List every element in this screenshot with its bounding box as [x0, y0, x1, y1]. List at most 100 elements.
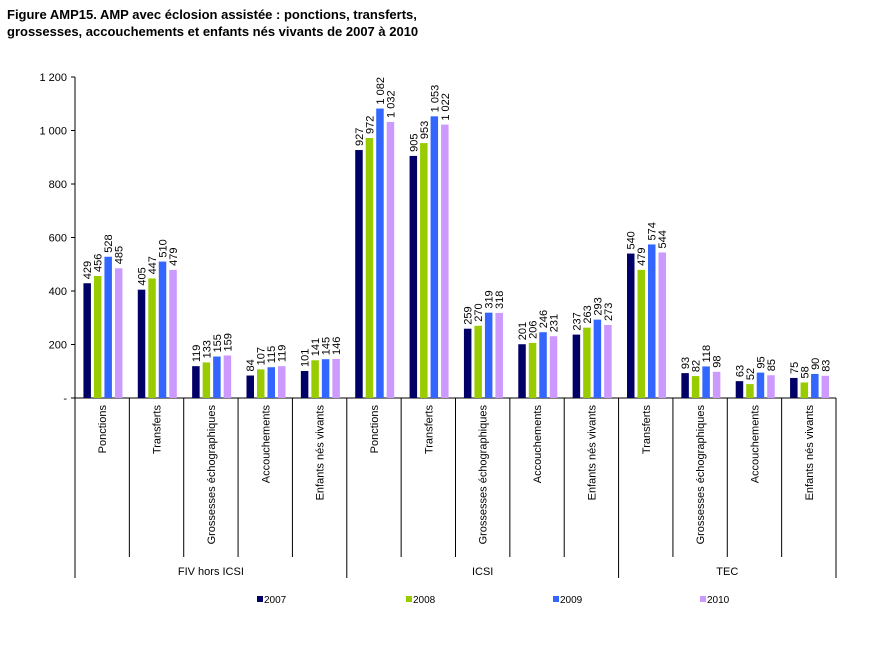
legend-label: 2010	[707, 595, 730, 606]
y-tick-label: 1 200	[39, 72, 67, 84]
bar	[572, 334, 581, 398]
bar	[821, 375, 830, 398]
bar	[267, 367, 275, 398]
bar	[114, 268, 123, 398]
bar-value-label: 1 022	[440, 93, 452, 121]
y-tick-label: 600	[49, 233, 67, 245]
bar	[604, 324, 612, 398]
bar	[746, 384, 754, 398]
bar	[518, 344, 526, 398]
legend-label: 2007	[264, 595, 287, 606]
bar	[811, 373, 819, 398]
bar-value-label: 510	[158, 239, 170, 257]
bar	[104, 256, 112, 398]
bar-value-label: 237	[571, 312, 583, 330]
bar	[790, 377, 798, 398]
bar	[474, 325, 482, 398]
bar	[637, 269, 645, 398]
bar	[158, 261, 167, 398]
bar-value-label: 83	[820, 360, 832, 372]
bar	[409, 155, 418, 398]
bar-value-label: 206	[528, 321, 540, 339]
bars	[83, 108, 830, 399]
category-label: Ponctions	[369, 405, 381, 454]
bar-value-label: 1 082	[375, 77, 387, 105]
category-label: Accouchements	[532, 405, 544, 484]
bar-value-label: 95	[755, 356, 767, 368]
bar-value-label: 259	[463, 306, 475, 324]
bar-value-label: 52	[745, 368, 757, 380]
y-tick-label: 800	[49, 179, 67, 191]
legend-swatch	[700, 596, 706, 602]
bar	[627, 253, 635, 398]
category-label: Transferts	[641, 405, 653, 455]
legend-label: 2008	[413, 595, 436, 606]
bar-value-label: 318	[494, 291, 506, 309]
bar	[169, 269, 177, 398]
bar-value-label: 93	[680, 357, 692, 369]
bar-value-label: 263	[582, 305, 594, 323]
bar	[495, 312, 503, 398]
bar	[712, 371, 721, 398]
bar-value-label: 540	[626, 231, 638, 249]
legend-swatch	[406, 596, 412, 602]
bar	[539, 332, 547, 398]
group-label: TEC	[716, 566, 738, 578]
legend-label: 2009	[560, 595, 583, 606]
bar-value-label: 159	[222, 333, 234, 351]
bar-value-label: 82	[691, 360, 703, 372]
bar-value-label: 927	[354, 128, 366, 146]
bar	[549, 336, 558, 398]
bar-value-label: 479	[636, 248, 648, 266]
category-label: Transferts	[152, 405, 164, 455]
bar	[332, 358, 340, 398]
bar	[756, 372, 765, 398]
bar-value-label: 119	[191, 345, 203, 363]
bar	[355, 150, 363, 398]
bar	[202, 362, 211, 398]
data-labels: 429 405 119 84 101 927 905 259 201 237 540 93 63 75 45…	[82, 77, 832, 380]
bar-value-label: 85	[766, 359, 778, 371]
category-label: Grossesses échographiques	[206, 405, 218, 545]
bar-value-label: 141	[310, 338, 322, 356]
y-tick-label: 1 000	[39, 126, 67, 138]
bar	[300, 370, 309, 398]
bar-value-label: 293	[592, 297, 604, 315]
chart-title: Figure AMP15. AMP avec éclosion assistée…	[7, 6, 887, 40]
bar	[658, 252, 666, 398]
bar-value-label: 405	[137, 267, 149, 285]
category-label: Grossesses échographiques	[478, 405, 490, 545]
category-label: Transferts	[423, 405, 435, 455]
bar	[192, 366, 200, 398]
category-label: Enfants nés vivants	[586, 405, 598, 501]
bar	[681, 373, 689, 398]
bar-value-label: 953	[419, 121, 431, 139]
bar	[321, 359, 330, 398]
bar	[463, 328, 472, 398]
legend-swatch	[257, 596, 263, 602]
bar-value-label: 319	[484, 290, 496, 308]
bar	[213, 356, 221, 398]
bar-value-label: 246	[538, 310, 550, 328]
bar	[257, 369, 265, 398]
bar	[311, 360, 319, 398]
bar	[246, 375, 254, 398]
bar-value-label: 201	[517, 322, 529, 340]
y-tick-label: -	[63, 393, 67, 405]
bar	[93, 276, 102, 398]
bar	[735, 381, 744, 398]
bar-value-label: 107	[256, 347, 268, 365]
axes: - 200 400 600 800 1 000 1 200	[39, 72, 837, 578]
bar	[376, 108, 384, 398]
bar-value-label: 1 053	[429, 85, 441, 113]
y-tick-label: 200	[49, 340, 67, 352]
bar	[430, 116, 439, 398]
bar	[593, 319, 602, 398]
bar-value-label: 528	[103, 234, 115, 252]
bar-value-label: 75	[789, 362, 801, 374]
bar	[223, 355, 232, 398]
category-label: Accouchements	[749, 405, 761, 484]
bar-value-label: 574	[647, 222, 659, 240]
category-label: Enfants nés vivants	[804, 405, 816, 501]
